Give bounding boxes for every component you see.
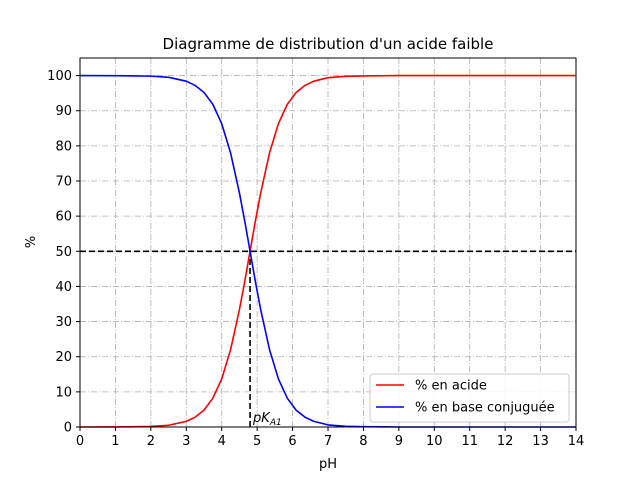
x-tick-label: 11 (461, 434, 478, 449)
y-tick-label: 60 (55, 210, 72, 225)
x-axis-title: pH (319, 457, 337, 472)
y-axis-ticks: 0 10 20 30 40 50 60 70 80 90 100 (47, 69, 80, 436)
y-tick-label: 50 (55, 245, 72, 260)
y-tick-label: 30 (55, 315, 72, 330)
x-tick-label: 1 (111, 434, 119, 449)
x-tick-label: 6 (288, 434, 296, 449)
x-tick-label: 5 (253, 434, 261, 449)
pka-annotation-label: pK (252, 411, 271, 426)
y-tick-label: 100 (47, 69, 72, 84)
x-tick-label: 7 (324, 434, 332, 449)
x-tick-label: 3 (182, 434, 190, 449)
y-tick-label: 80 (55, 139, 72, 154)
y-tick-label: 70 (55, 175, 72, 190)
y-tick-label: 90 (55, 104, 72, 119)
pka-annotation: pKA1 (252, 411, 282, 428)
y-tick-label: 20 (55, 350, 72, 365)
x-tick-label: 4 (218, 434, 226, 449)
reference-lines (80, 250, 576, 427)
legend-box (369, 373, 570, 423)
pka-annotation-subscript: A1 (269, 418, 282, 428)
legend: % en acide % en base conjuguée (369, 373, 570, 423)
x-tick-label: 10 (426, 434, 443, 449)
legend-label-1: % en acide (415, 379, 487, 394)
x-tick-label: 2 (147, 434, 155, 449)
series-line-1 (79, 74, 576, 428)
grid (79, 58, 577, 428)
x-tick-label: 13 (532, 434, 549, 449)
x-tick-label: 14 (568, 434, 585, 449)
x-tick-label: 8 (359, 434, 367, 449)
y-tick-label: 0 (64, 421, 72, 436)
y-tick-label: 10 (55, 385, 72, 400)
x-axis-ticks: 0 1 2 3 4 5 6 7 8 9 10 11 12 13 14 (76, 427, 584, 449)
x-tick-label: 9 (395, 434, 403, 449)
y-tick-label: 40 (55, 280, 72, 295)
chart-title: Diagramme de distribution d'un acide fai… (163, 35, 494, 53)
legend-label-2: % en base conjuguée (415, 401, 555, 416)
x-tick-label: 0 (76, 434, 84, 449)
x-tick-label: 12 (497, 434, 514, 449)
y-axis-title: % (24, 236, 39, 248)
